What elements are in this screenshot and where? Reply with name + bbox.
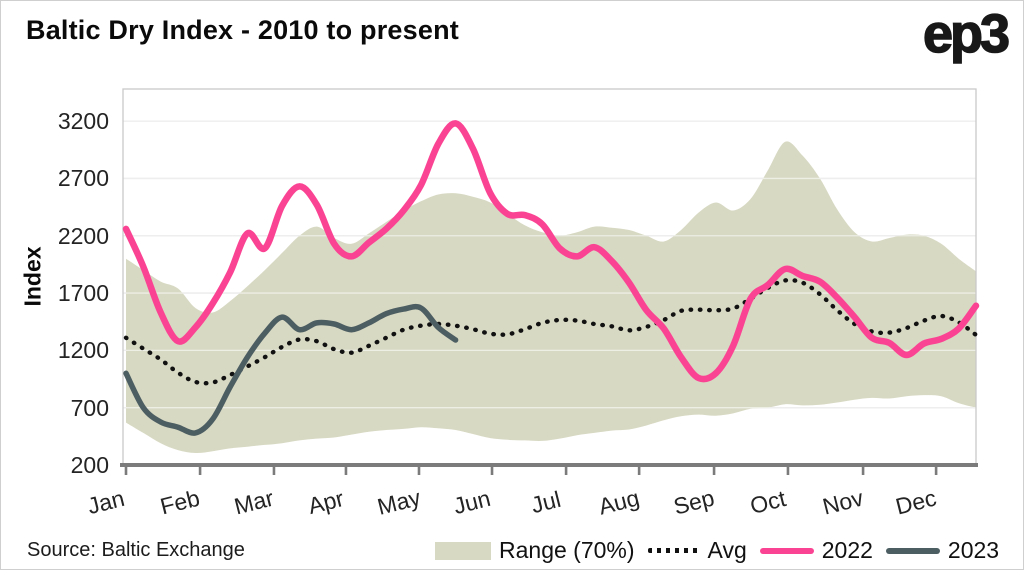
legend-dotted-swatch [647, 548, 700, 553]
range-band [126, 141, 976, 454]
line-2022 [122, 120, 980, 383]
legend-label: Range (70%) [499, 537, 635, 563]
ep3-logo: ep3 [922, 3, 1011, 65]
legend-label: 2023 [947, 537, 1000, 563]
legend-band-swatch [435, 541, 491, 560]
y-tick-label: 2200 [57, 222, 109, 249]
x-axis-tick-marks [124, 467, 938, 475]
line-2023 [123, 303, 459, 436]
y-tick-label: 700 [70, 394, 109, 421]
avg-line [123, 277, 979, 386]
legend-line-swatch [759, 547, 814, 554]
y-tick-label: 1700 [57, 280, 109, 307]
y-tick-label: 3200 [57, 108, 109, 135]
page-title: Baltic Dry Index - 2010 to present [26, 15, 459, 45]
legend-item-2023: 2023 [885, 537, 1000, 564]
legend-line-swatch [885, 547, 940, 554]
legend-label: 2022 [821, 537, 873, 563]
y-tick-label: 2700 [57, 165, 109, 192]
legend-item-2022: 2022 [759, 537, 873, 564]
y-tick-label: 1200 [57, 337, 109, 364]
legend-item-range-70-: Range (70%) [435, 537, 635, 564]
source-note: Source: Baltic Exchange [27, 539, 245, 561]
legend-item-avg: Avg [647, 537, 747, 564]
chart-legend: Range (70%) Avg 2022 2023 [435, 537, 999, 564]
legend-label: Avg [707, 537, 747, 563]
y-tick-label: 200 [70, 452, 109, 478]
